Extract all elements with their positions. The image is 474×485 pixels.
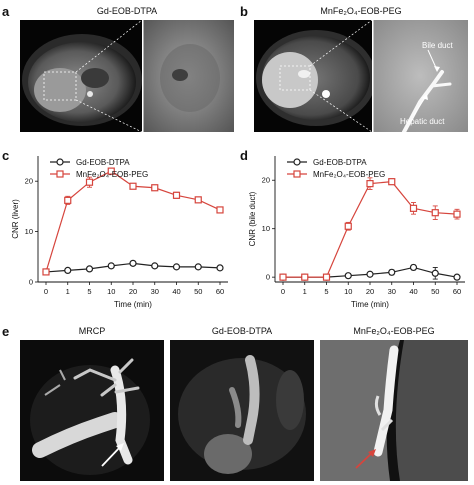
mrcp-graphic [20,340,164,481]
y-tick-label: 10 [262,224,270,233]
legend-label: Gd-EOB-DTPA [313,158,367,167]
data-point-square [64,196,72,204]
legend-label: MnFe₂O₄-EOB-PEG [313,170,385,179]
panel-e-title-gd: Gd-EOB-DTPA [211,326,273,336]
x-tick-label: 60 [453,287,461,296]
x-tick-label: 30 [388,287,396,296]
series-line-1 [283,181,458,278]
data-point-circle [194,263,202,271]
x-tick-label: 50 [194,287,202,296]
data-point-square [151,184,159,192]
x-tick-label: 0 [281,287,285,296]
x-tick-label: 60 [216,287,224,296]
panel-b-title: MnFe₂O₄-EOB-PEG [320,6,402,16]
x-tick-label: 20 [366,287,374,296]
panel-a-mri-image [20,20,234,132]
data-point-square [172,191,181,199]
data-point-circle [107,262,115,270]
y-tick-label: 0 [266,273,270,282]
data-point-square [344,222,352,230]
x-axis-label: Time (min) [114,300,152,309]
hepatic-duct-annotation: Hepatic duct [400,117,445,126]
x-tick-label: 40 [172,287,180,296]
x-tick-label: 20 [129,287,137,296]
x-axis-label: Time (min) [351,300,389,309]
data-point-circle [409,263,418,272]
data-point-circle [388,268,396,276]
chart-d-bile-duct-cnr: 0 1 5 10 20 30 40 50 60 0 10 20 Time (min) CNR (bile … [248,156,465,309]
data-point-square [453,210,461,218]
y-tick-label: 20 [25,177,33,186]
data-point-square [388,178,396,186]
legend-marker [293,158,301,166]
data-point-circle [172,263,181,271]
data-point-square [366,180,374,188]
legend-label: Gd-EOB-DTPA [76,158,130,167]
data-point-circle [129,259,137,267]
bile-duct-annotation: Bile duct [422,41,453,50]
gd-mrcp-graphic [170,340,314,481]
legend-marker [293,170,301,178]
data-point-square [431,209,439,217]
panel-e-letter: e [2,324,10,339]
panel-b-mri-image: Bile duct Hepatic duct [254,20,468,132]
data-point-circle [366,270,374,278]
data-point-square [85,178,94,186]
panel-e-title-mrcp: MRCP [78,326,106,336]
y-tick-label: 10 [25,227,33,236]
x-tick-label: 50 [431,287,439,296]
legend-marker [56,158,64,166]
x-tick-label: 5 [87,287,91,296]
mnfe-mrcp-graphic [320,340,468,481]
panel-a-title: Gd-EOB-DTPA [96,6,158,16]
data-point-circle [64,266,72,275]
panel-a-letter: a [2,4,10,19]
x-tick-label: 5 [324,287,328,296]
legend-marker [56,170,64,178]
data-point-square [129,182,137,190]
data-point-square [322,273,331,281]
panel-e-title-mnfe: MnFe₂O₄-EOB-PEG [353,326,435,336]
data-point-square [409,204,418,212]
chart-c-liver-cnr: 0 1 5 10 20 30 40 50 60 0 10 20 Time (min) CNR (liver… [11,156,228,309]
x-tick-label: 30 [151,287,159,296]
panel-a-mri-graphic [20,20,234,132]
data-point-square [42,268,50,276]
y-axis-label: CNR (bile duct) [248,191,257,246]
panel-c-letter: c [2,148,10,163]
data-point-square [279,273,287,281]
data-point-circle [85,265,94,273]
x-tick-label: 40 [409,287,417,296]
panel-b-letter: b [240,4,248,19]
data-point-square [216,206,224,214]
panel-d-letter: d [240,148,248,163]
panel-e-mnfe-image [320,340,468,481]
x-tick-label: 10 [107,287,115,296]
y-tick-label: 20 [262,176,270,185]
x-tick-label: 1 [303,287,307,296]
legend-label: MnFe₂O₄-EOB-PEG [76,170,148,179]
data-point-square [194,196,202,204]
data-point-square [301,273,309,281]
data-point-circle [216,264,224,272]
panel-b-mri-graphic: Bile duct Hepatic duct [254,20,468,132]
data-point-square [107,167,115,175]
x-tick-label: 10 [344,287,352,296]
panel-e-gd-image [170,340,314,481]
data-point-circle [344,272,352,280]
data-point-circle [151,262,159,270]
panel-e-mrcp-image [20,340,164,481]
data-point-circle [453,273,461,281]
x-tick-label: 0 [44,287,48,296]
x-tick-label: 1 [66,287,70,296]
data-point-circle [431,269,439,277]
y-tick-label: 0 [29,278,33,287]
y-axis-label: CNR (liver) [11,199,20,239]
